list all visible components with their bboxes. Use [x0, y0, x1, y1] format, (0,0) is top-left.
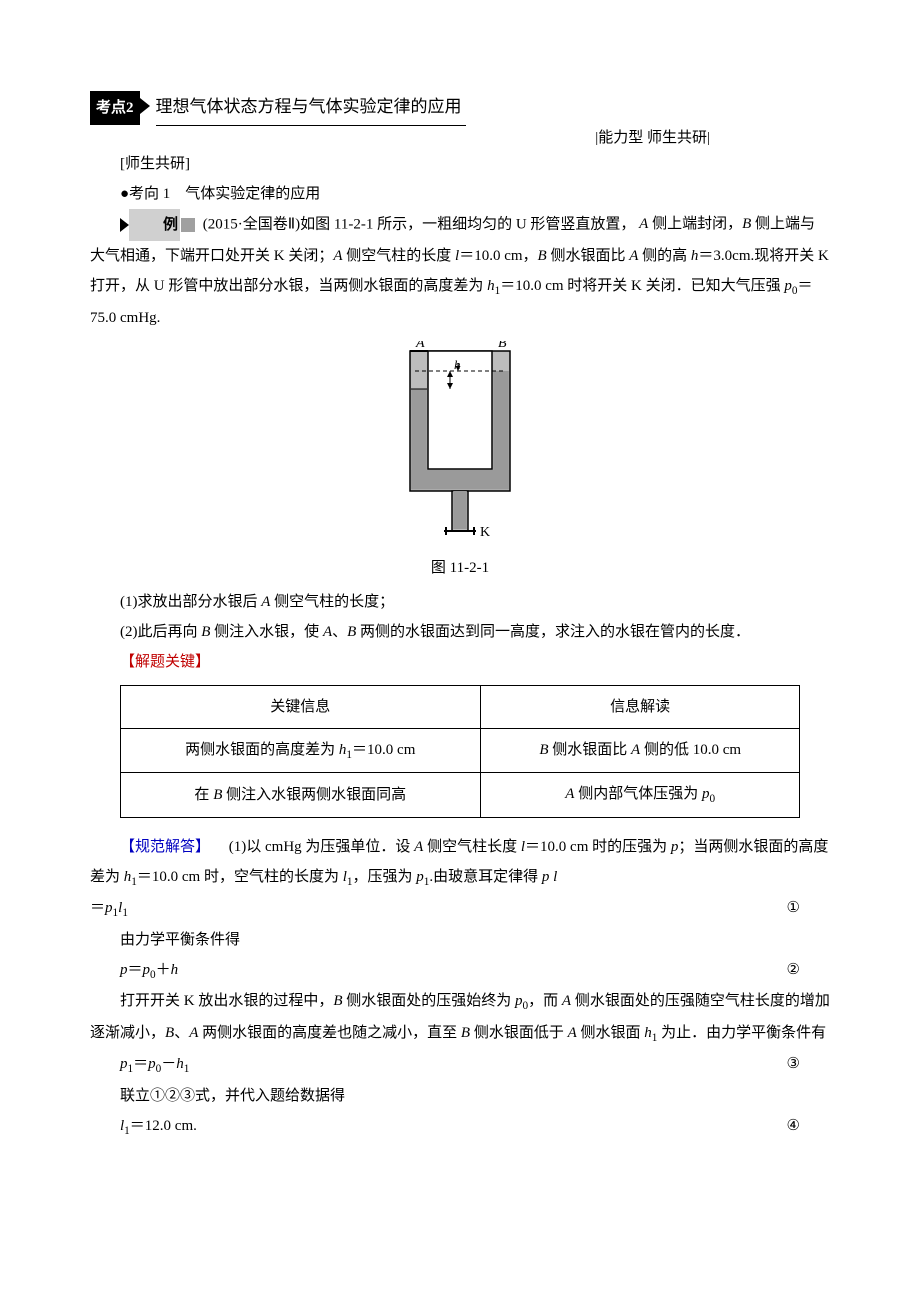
eq-num: ④ — [787, 1111, 800, 1143]
eq-lhs: l1＝12.0 cm. — [120, 1111, 197, 1143]
topic-header: 考点2 理想气体状态方程与气体实验定律的应用 — [90, 90, 830, 126]
section-tag: [师生共研] — [90, 149, 830, 179]
table-cell: 两侧水银面的高度差为 h1＝10.0 cm — [120, 728, 480, 773]
equation-4: l1＝12.0 cm. ④ — [90, 1111, 830, 1143]
eq-num: ① — [787, 893, 800, 925]
solution-para-1: 【规范解答】 (1)以 cmHg 为压强单位．设 A 侧空气柱长度 l＝10.0… — [90, 832, 830, 894]
figure-utube: A B h K 图 11-2-1 — [90, 341, 830, 583]
label-a: A — [415, 341, 425, 351]
equation-2: p＝p0＋h ② — [90, 955, 830, 987]
topic-title: 理想气体状态方程与气体实验定律的应用 — [156, 90, 466, 126]
label-h: h — [454, 357, 461, 372]
eq-num: ② — [787, 955, 800, 987]
key-heading: 【解题关键】 — [90, 647, 830, 677]
table-header: 信息解读 — [480, 685, 799, 728]
utube-diagram-icon: A B h K — [390, 341, 530, 551]
solution-para-2: 由力学平衡条件得 — [90, 925, 830, 955]
equation-3: p1＝p0－h1 ③ — [90, 1049, 830, 1081]
triangle-right-icon — [120, 218, 129, 232]
table-row: 两侧水银面的高度差为 h1＝10.0 cm B 侧水银面比 A 侧的低 10.0… — [120, 728, 800, 773]
question-1: (1)求放出部分水银后 A 侧空气柱的长度； — [90, 587, 830, 617]
topic-badge: 考点2 — [90, 91, 140, 125]
example-body: A 侧上端封闭，B 侧上端与大气相通，下端开口处开关 K 关闭；A 侧空气柱的长… — [90, 216, 829, 325]
direction-line: ●考向 1 气体实验定律的应用 — [90, 179, 830, 209]
table-row: 关键信息 信息解读 — [120, 685, 800, 728]
example-number-icon — [181, 218, 195, 232]
eq-lhs: ＝p1l1 — [90, 893, 128, 925]
label-k: K — [480, 525, 490, 540]
question-2: (2)此后再向 B 侧注入水银，使 A、B 两侧的水银面达到同一高度，求注入的水… — [90, 617, 830, 647]
equation-1: ＝p1l1 ① — [90, 893, 830, 925]
solution-para-4: 联立①②③式，并代入题给数据得 — [90, 1081, 830, 1111]
label-b: B — [498, 341, 507, 351]
example-source: (2015·全国卷Ⅱ)如图 11-2-1 所示，一粗细均匀的 U 形管竖直放置， — [203, 216, 636, 232]
example-label: 例 — [129, 209, 180, 241]
key-table: 关键信息 信息解读 两侧水银面的高度差为 h1＝10.0 cm B 侧水银面比 … — [120, 685, 801, 818]
example-badge: 例 — [120, 209, 195, 241]
topic-subtitle: |能力型 师生共研| — [90, 128, 830, 149]
chevron-right-icon — [140, 98, 150, 114]
eq-lhs: p＝p0＋h — [120, 955, 178, 987]
figure-caption: 图 11-2-1 — [90, 553, 830, 583]
table-cell: B 侧水银面比 A 侧的低 10.0 cm — [480, 728, 799, 773]
eq-num: ③ — [787, 1049, 800, 1081]
eq-lhs: p1＝p0－h1 — [120, 1049, 189, 1081]
table-cell: 在 B 侧注入水银两侧水银面同高 — [120, 773, 480, 818]
solution-heading: 【规范解答】 — [120, 839, 210, 855]
example-problem: 例 (2015·全国卷Ⅱ)如图 11-2-1 所示，一粗细均匀的 U 形管竖直放… — [90, 209, 830, 333]
table-header: 关键信息 — [120, 685, 480, 728]
table-row: 在 B 侧注入水银两侧水银面同高 A 侧内部气体压强为 p0 — [120, 773, 800, 818]
solution-para-3: 打开开关 K 放出水银的过程中，B 侧水银面处的压强始终为 p0，而 A 侧水银… — [90, 986, 830, 1049]
table-cell: A 侧内部气体压强为 p0 — [480, 773, 799, 818]
